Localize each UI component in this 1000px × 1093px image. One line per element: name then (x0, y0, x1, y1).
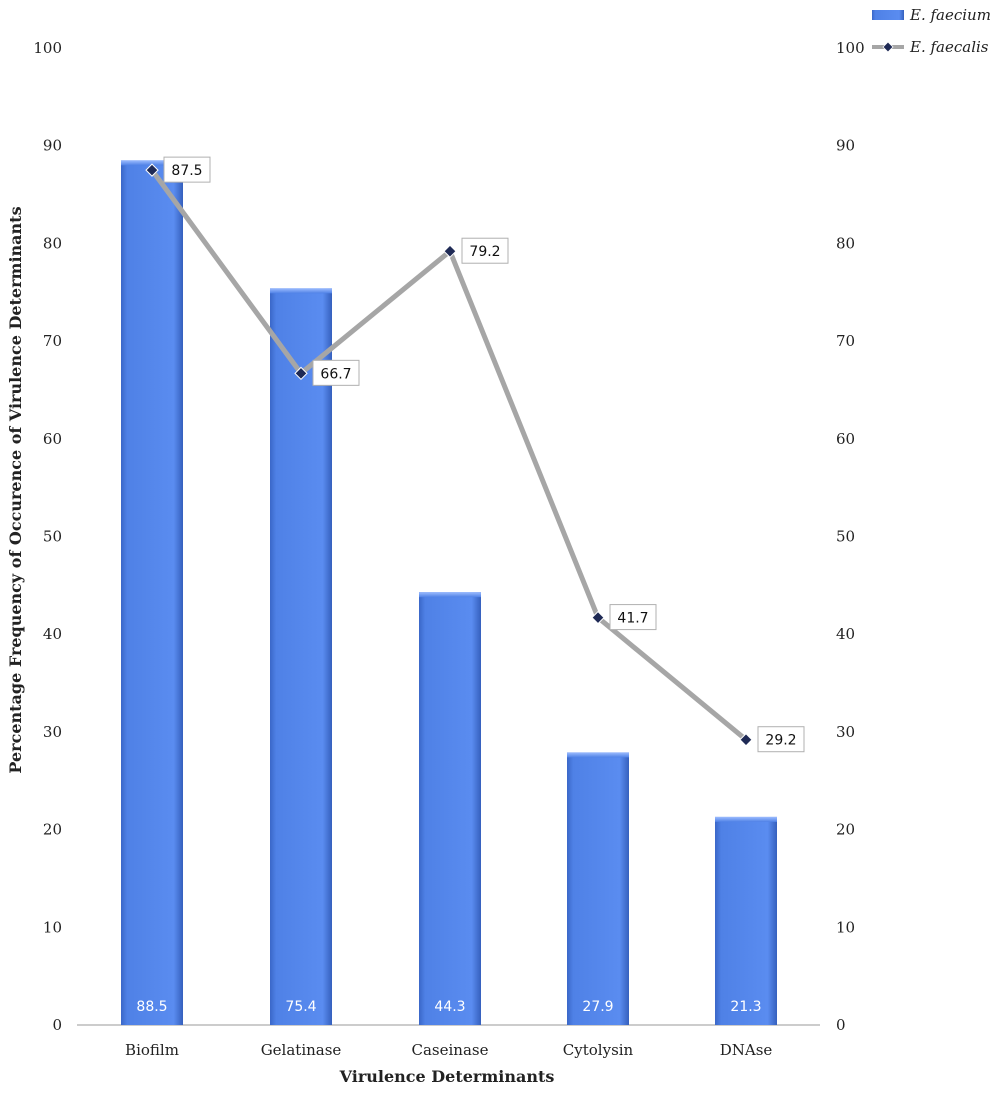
line-label-box (461, 237, 509, 264)
y-tick-right: 10 (836, 918, 855, 936)
bar (121, 160, 183, 1026)
bar-value-label: 44.3 (434, 999, 465, 1015)
x-tick-label: DNAse (720, 1041, 773, 1059)
y-tick-right: 50 (836, 528, 855, 546)
y-tick-right: 30 (836, 723, 855, 741)
line-value-label: 29.2 (765, 733, 796, 749)
y-tick-left: 10 (43, 918, 62, 936)
bar-value-label: 27.9 (582, 999, 613, 1015)
line-value-label: 79.2 (469, 244, 500, 260)
y-tick-left: 100 (33, 39, 62, 57)
bar-series: 88.5 75.4 44.3 27.9 21.3 (121, 160, 777, 1026)
y-tick-right: 60 (836, 430, 855, 448)
y-tick-right: 80 (836, 234, 855, 252)
line-value-label: 41.7 (617, 611, 648, 627)
line-label-box (757, 726, 805, 753)
x-tick-label: Caseinase (412, 1041, 489, 1059)
y-tick-right: 20 (836, 821, 855, 839)
y-tick-left: 20 (43, 821, 62, 839)
bar-value-label: 21.3 (730, 999, 761, 1015)
y-axis-right: 0 10 20 30 40 50 60 70 80 90 100 (836, 39, 865, 1034)
line-label-box (312, 359, 360, 386)
y-tick-left: 80 (43, 234, 62, 252)
y-axis-title: Percentage Frequency of Occurence of Vir… (6, 206, 25, 773)
legend-label-bar: E. faecium (909, 6, 991, 24)
y-tick-left: 90 (43, 137, 62, 155)
y-tick-right: 90 (836, 137, 855, 155)
x-tick-label: Gelatinase (261, 1041, 342, 1059)
line-point (739, 733, 753, 747)
legend-marker-icon (882, 41, 894, 53)
bar-value-label: 75.4 (285, 999, 316, 1015)
x-axis-title: Virulence Determinants (339, 1067, 555, 1086)
y-axis-left: 0 10 20 30 40 50 60 70 80 90 100 (33, 39, 62, 1034)
bar-cap (270, 288, 332, 294)
legend-label-line: E. faecalis (909, 38, 989, 56)
legend-swatch-bar (872, 10, 904, 20)
bar-cap (567, 752, 629, 758)
bar (270, 288, 332, 1025)
y-tick-left: 50 (43, 528, 62, 546)
y-tick-left: 30 (43, 723, 62, 741)
bar-value-label: 88.5 (136, 999, 167, 1015)
y-tick-left: 40 (43, 625, 62, 643)
x-tick-label: Biofilm (125, 1041, 179, 1059)
y-tick-left: 0 (52, 1016, 62, 1034)
line-value-label: 66.7 (320, 366, 351, 382)
line-label-box (163, 156, 211, 183)
legend: E. faecium E. faecalis (872, 6, 991, 56)
y-tick-right: 40 (836, 625, 855, 643)
bar-cap (121, 160, 183, 166)
bar-cap (419, 592, 481, 598)
y-tick-left: 70 (43, 332, 62, 350)
line-point (294, 366, 308, 381)
line-label-box (609, 604, 657, 631)
y-tick-right: 0 (836, 1016, 846, 1034)
bar (567, 752, 629, 1025)
x-tick-label: Cytolysin (563, 1041, 634, 1059)
y-tick-left: 60 (43, 430, 62, 448)
y-tick-right: 70 (836, 332, 855, 350)
line-point (145, 163, 159, 177)
line-value-label: 87.5 (171, 163, 202, 179)
bar (715, 816, 777, 1025)
y-tick-right: 100 (836, 39, 865, 57)
line-point (591, 610, 605, 625)
x-axis-categories: Biofilm Gelatinase Caseinase Cytolysin DNAse (125, 1041, 772, 1059)
bar-cap (715, 816, 777, 822)
line-point (443, 244, 457, 258)
line-series: 87.5 66.7 79.2 41.7 29.2 (145, 156, 805, 753)
bar (419, 592, 481, 1025)
